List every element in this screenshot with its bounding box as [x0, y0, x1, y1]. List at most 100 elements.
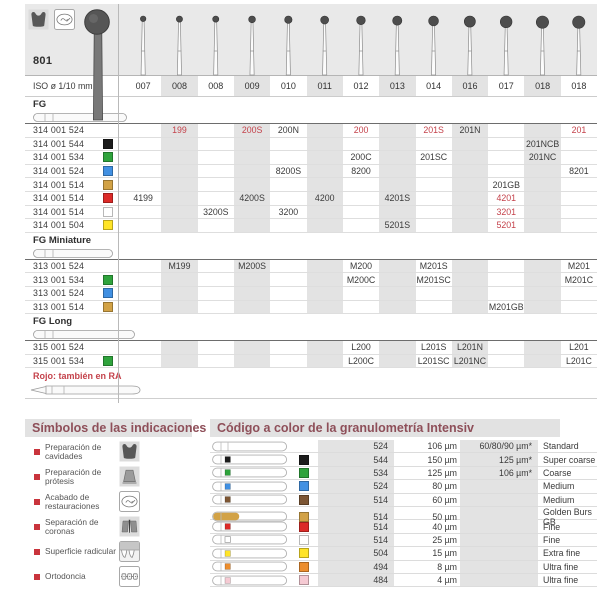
- size-cell: [488, 165, 524, 178]
- grit-pill-cell: [210, 467, 290, 479]
- bur-ref: 8200: [351, 166, 371, 177]
- grit-code-cell: 514: [318, 493, 394, 506]
- pink-grit-square: [299, 575, 309, 586]
- order-code: 314 001 544: [33, 138, 85, 149]
- symbol-item: Preparación de prótesis: [25, 464, 140, 489]
- size-cell: [451, 137, 489, 151]
- row-cells: L200C L201SC L201NC L201C: [125, 354, 597, 368]
- bur-illustration: [248, 15, 256, 76]
- bur-ref: L200C: [348, 356, 374, 367]
- grit-alt-size-cell: [460, 493, 538, 506]
- size-cell: 201: [561, 124, 597, 137]
- size-cell: [233, 300, 271, 314]
- size-cell: L201NC: [451, 354, 489, 368]
- size-cell: 201S: [416, 124, 452, 137]
- grit-name: Fine: [543, 521, 561, 532]
- grit-bur-illustration: [212, 575, 288, 585]
- row-cells: 201GB: [125, 178, 597, 191]
- size-cell: [161, 191, 198, 205]
- gold-grit-square: [103, 301, 113, 312]
- catalog-row: 314 001 504 5201S 5201: [25, 219, 597, 233]
- grit-alt-size-cell: [460, 520, 538, 533]
- grit-bur-illustration: [212, 481, 288, 492]
- grit-bur-illustration: [212, 535, 288, 545]
- grit-square-cell: [290, 507, 318, 527]
- size-cell: 8200: [343, 165, 379, 178]
- size-cell: [125, 301, 161, 314]
- order-code: 314 001 514: [33, 179, 85, 190]
- iso-size-cell: 013: [379, 76, 416, 96]
- size-cell: [343, 206, 379, 219]
- size-cell: 200N: [270, 124, 306, 137]
- bur-ref: M200C: [346, 274, 376, 285]
- size-cell: [125, 341, 161, 354]
- iso-size-row: ISO ø 1/10 mm 007 008 008 009 010 011 012 013 01…: [25, 76, 597, 97]
- bur-ref: 8201: [569, 166, 589, 177]
- grit-name-cell: Fine: [538, 534, 597, 546]
- size-cell: [379, 164, 416, 178]
- symbol-label: Superficie radicular: [45, 546, 117, 557]
- size-cell: 3200S: [198, 206, 234, 219]
- grit-size: 106 µm: [427, 441, 457, 452]
- bur-illustration: [535, 15, 549, 76]
- red-bullet: [34, 573, 40, 580]
- red-bullet: [34, 548, 40, 555]
- grit-bur-illustration: [212, 548, 288, 559]
- size-cell: 5201S: [379, 219, 416, 232]
- row-label: 313 001 524: [25, 287, 125, 300]
- size-cell: M201S: [416, 260, 452, 273]
- grit-name: Standard: [543, 441, 579, 452]
- iso-size-cell: 008: [198, 76, 234, 96]
- grit-row: 484 4 µm Ultra fine: [210, 573, 597, 588]
- row-cells: 200C 201SC 201NC: [125, 151, 597, 164]
- symbol-item: Superficie radicular: [25, 539, 140, 564]
- catalog-row: 314 001 514 201GB: [25, 178, 597, 192]
- size-cell: [161, 354, 198, 368]
- size-cell: [270, 301, 306, 314]
- grit-bur-illustration: [212, 561, 288, 572]
- iso-size-cell: 011: [306, 76, 343, 96]
- size-cell: [270, 273, 306, 286]
- size-cell: [161, 300, 198, 314]
- iso-size-cell: 014: [416, 76, 452, 96]
- grit-pill-cell: [210, 440, 290, 452]
- bur-size-illustrations: [140, 15, 586, 76]
- size-cell: [161, 219, 198, 232]
- row-label: 315 001 534: [25, 355, 125, 368]
- grit-size: 4 µm: [437, 575, 457, 586]
- grit-size-cell: 80 µm: [394, 480, 460, 492]
- red-bullet: [34, 523, 40, 530]
- size-cell: [198, 151, 234, 164]
- grit-square-cell: [290, 561, 318, 573]
- orthodontics-icon: [119, 566, 140, 587]
- iso-size-value: 018: [571, 81, 587, 91]
- grit-code: 514: [373, 534, 388, 545]
- catalog-row: 314 001 514 3200S 3200 3201: [25, 205, 597, 220]
- size-cell: 200: [343, 124, 379, 137]
- size-cell: M201C: [561, 273, 597, 286]
- grit-name: Fine: [543, 534, 561, 545]
- grit-square-cell: [290, 520, 318, 532]
- order-code: 314 001 534: [33, 152, 85, 163]
- size-cell: 201NCB: [524, 137, 561, 151]
- size-cell: [524, 300, 561, 314]
- grit-size-cell: 4 µm: [394, 574, 460, 586]
- grit-size-cell: 15 µm: [394, 547, 460, 559]
- grit-table: 524 106 µm 60/80/90 µm* Standard 544 150 µm 12…: [210, 440, 597, 588]
- grit-code-cell: 484: [318, 573, 394, 587]
- size-cell: [198, 260, 234, 273]
- bur-illustration: [176, 15, 183, 76]
- bur-ref: L201S: [420, 342, 447, 353]
- bur-ref: 4200S: [239, 193, 265, 204]
- size-cell: [451, 300, 489, 314]
- size-cell: [524, 164, 561, 178]
- ra-note: Rojo: también en RA: [25, 368, 597, 400]
- size-cell: 201N: [451, 124, 489, 137]
- size-cell: [343, 178, 379, 191]
- bur-ref: 200: [353, 125, 369, 136]
- iso-size-value: 012: [353, 81, 369, 91]
- size-cell: [379, 178, 416, 191]
- grit-size: 50 µm: [432, 511, 457, 522]
- size-cell: [270, 260, 306, 273]
